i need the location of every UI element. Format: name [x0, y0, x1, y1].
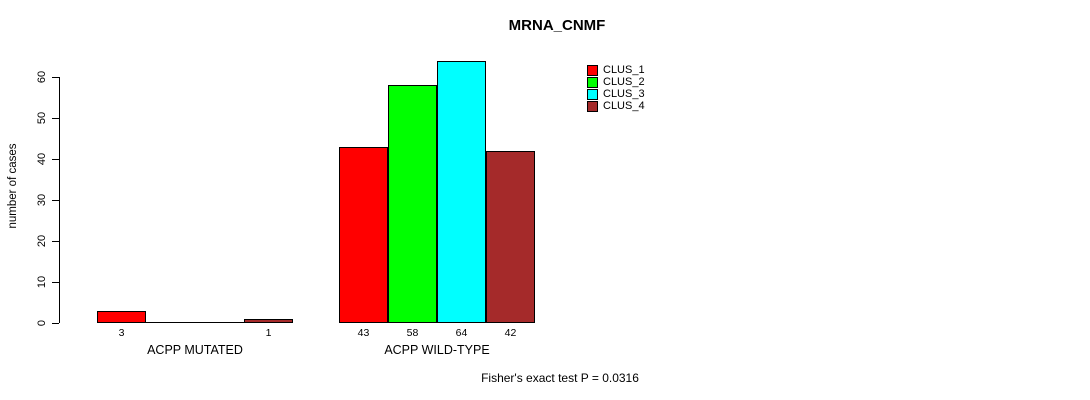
y-tick [52, 322, 59, 324]
y-tick-label: 60 [36, 70, 48, 84]
y-tick [52, 158, 59, 160]
legend-item: CLUS_2 [587, 77, 645, 89]
legend-item: CLUS_3 [587, 87, 645, 101]
bar-value-label: 42 [504, 327, 517, 339]
bar [437, 60, 486, 323]
y-tick [52, 76, 59, 78]
bar [97, 310, 146, 323]
bar [244, 318, 293, 323]
group-label: ACPP WILD-TYPE [384, 343, 490, 357]
bar-value-label: 1 [265, 327, 272, 339]
y-tick [52, 199, 59, 201]
legend-label: CLUS_2 [603, 76, 645, 89]
bar-value-label: 3 [118, 327, 125, 339]
y-tick [52, 281, 59, 283]
legend: CLUS_1 CLUS_2 CLUS_3 CLUS_4 [587, 65, 645, 112]
legend-label: CLUS_1 [603, 64, 645, 77]
y-tick-label: 40 [36, 152, 48, 166]
legend-label: CLUS_4 [603, 99, 645, 112]
chart-title: MRNA_CNMF [508, 17, 606, 34]
y-tick [52, 117, 59, 119]
legend-item: CLUS_4 [587, 100, 645, 112]
bar-value-label: 43 [357, 327, 370, 339]
y-tick-label: 20 [36, 234, 48, 248]
y-tick-label: 10 [36, 275, 48, 289]
bar-value-label: 64 [455, 327, 468, 339]
bar [388, 85, 437, 323]
bar [486, 150, 535, 323]
legend-swatch [587, 88, 598, 100]
zero-baseline [146, 322, 195, 323]
y-tick-label: 50 [36, 111, 48, 125]
group-label: ACPP MUTATED [147, 343, 243, 357]
bar [339, 146, 388, 323]
y-tick-label: 0 [36, 319, 48, 327]
annotation-text: Fisher's exact test P = 0.0316 [481, 371, 639, 385]
legend-swatch [587, 77, 598, 89]
zero-baseline [195, 322, 244, 323]
legend-swatch [587, 65, 598, 77]
legend-swatch [587, 100, 598, 112]
y-axis-line [59, 77, 60, 323]
y-tick [52, 240, 59, 242]
bar-value-label: 58 [406, 327, 419, 339]
legend-item: CLUS_1 [587, 65, 645, 77]
y-tick-label: 30 [36, 193, 48, 207]
legend-label: CLUS_3 [603, 87, 645, 100]
